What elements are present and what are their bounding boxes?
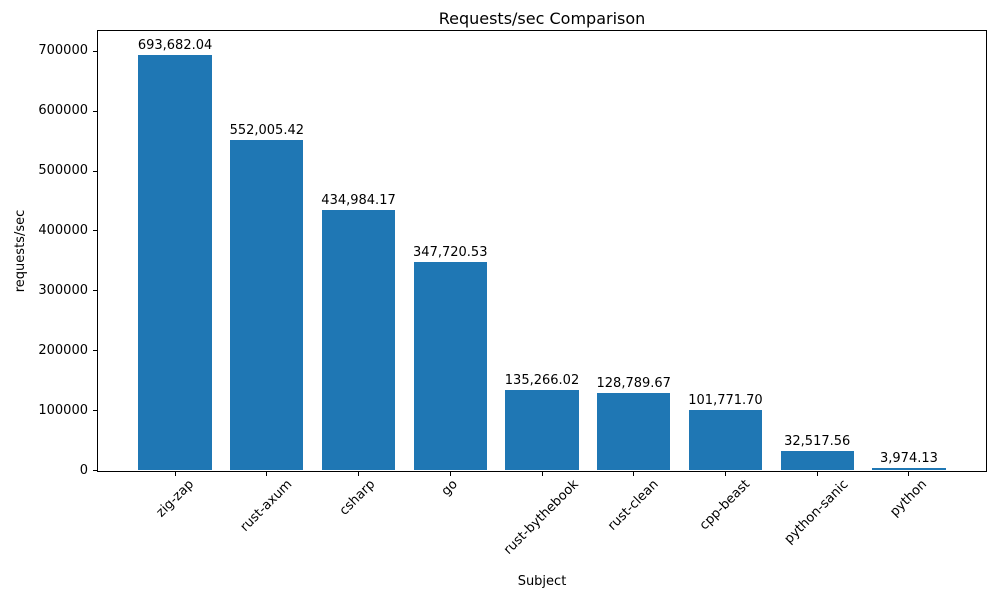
bar-value-label: 128,789.67 <box>596 376 671 392</box>
bar-rust-bythebook <box>505 389 579 471</box>
bar-cpp-beast <box>688 409 763 471</box>
bar-value-label: 101,771.70 <box>688 392 763 408</box>
x-tick-mark <box>633 471 635 476</box>
x-tick-label: cpp-beast <box>697 477 754 534</box>
bar-rust-axum <box>230 139 304 471</box>
bar-value-label: 135,266.02 <box>504 372 580 388</box>
y-tick-mark <box>93 410 97 412</box>
x-tick-label: go <box>439 477 462 500</box>
y-tick-mark <box>93 170 97 172</box>
y-tick-label: 400000 <box>38 222 88 238</box>
bar-python-sanic <box>780 451 854 471</box>
y-tick-label: 300000 <box>38 282 88 298</box>
y-tick-mark <box>93 290 97 292</box>
bar-value-label: 693,682.04 <box>137 38 213 54</box>
y-tick-label: 500000 <box>38 163 88 179</box>
x-tick-label: python-sanic <box>781 477 852 547</box>
x-tick-label: python <box>887 477 931 520</box>
y-tick-label: 700000 <box>38 43 88 59</box>
y-tick-label: 0 <box>79 462 88 478</box>
x-tick-mark <box>541 471 543 476</box>
x-tick-label: csharp <box>337 477 379 519</box>
y-tick-mark <box>93 350 97 352</box>
x-tick-mark <box>724 471 726 476</box>
x-tick-mark <box>174 471 176 476</box>
y-tick-mark <box>93 470 97 471</box>
bar-csharp <box>321 210 396 471</box>
bar-value-label: 434,984.17 <box>321 193 396 209</box>
bar-rust-clean <box>597 393 671 471</box>
x-axis-label: Subject <box>517 574 567 589</box>
bar-zig-zap <box>138 55 212 471</box>
x-tick-mark <box>908 471 910 476</box>
x-tick-label: rust-axum <box>237 477 296 535</box>
bar-value-label: 3,974.13 <box>879 451 938 467</box>
x-tick-label: rust-clean <box>605 477 662 534</box>
bar-value-label: 32,517.56 <box>784 434 851 450</box>
y-tick-mark <box>93 230 97 232</box>
bar-value-label: 347,720.53 <box>413 245 488 261</box>
x-tick-label: rust-bythebook <box>501 477 583 558</box>
bar-python <box>872 468 946 471</box>
x-tick-mark <box>816 471 818 476</box>
y-tick-label: 100000 <box>38 402 88 418</box>
x-tick-mark <box>266 471 268 476</box>
y-tick-mark <box>93 110 97 112</box>
x-tick-mark <box>449 471 451 476</box>
bar-go <box>413 262 487 471</box>
y-tick-mark <box>93 50 97 52</box>
chart-title: Requests/sec Comparison <box>438 9 646 28</box>
x-tick-label: zig-zap <box>153 477 197 521</box>
y-tick-label: 600000 <box>38 103 88 119</box>
y-tick-label: 200000 <box>38 342 88 358</box>
x-tick-mark <box>358 471 360 476</box>
bar-value-label: 552,005.42 <box>229 122 304 138</box>
y-axis-label: requests/sec <box>13 209 28 293</box>
